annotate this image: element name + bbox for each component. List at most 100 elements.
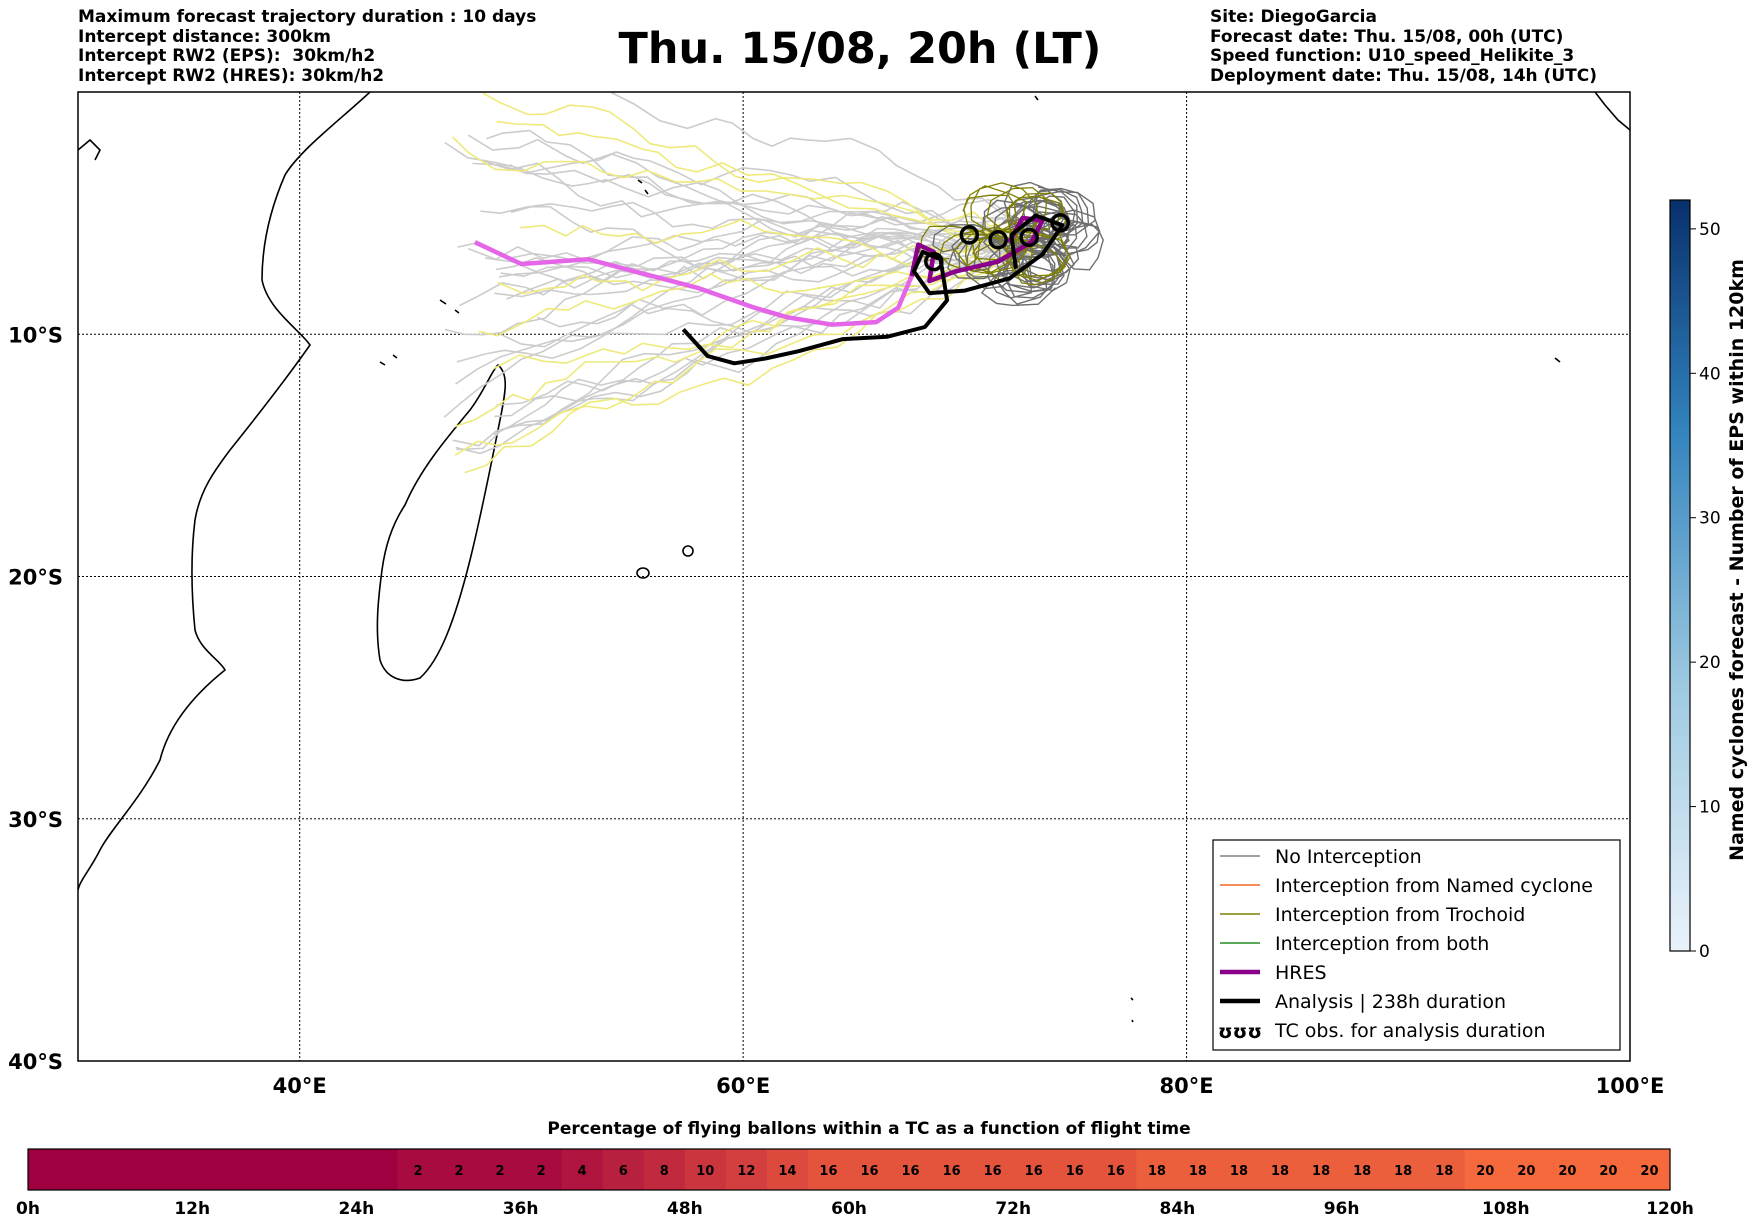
flight-time-label: 0h [16,1199,40,1219]
flight-time-cell-value: 16 [1025,1164,1043,1179]
ensemble-trajectory [482,92,1033,239]
header-right-info: Site: DiegoGarcia Forecast date: Thu. 15… [1210,7,1597,86]
ensemble-trajectory [464,253,1012,474]
ensemble-trajectory [454,257,1017,456]
map-gridlines [78,92,1630,1061]
legend-label: Interception from Named cyclone [1275,875,1593,897]
flight-time-colorbar: Percentage of flying ballons within a TC… [16,1119,1694,1219]
flight-time-cell [356,1149,399,1190]
flight-time-cell [972,1149,1014,1190]
legend-label: TC obs. for analysis duration [1274,1020,1546,1042]
cocos-islands [1554,357,1561,363]
flight-time-cell [397,1149,440,1190]
flight-time-cell [274,1149,316,1190]
flight-time-cell-value: 18 [1189,1164,1207,1179]
lat-tick-label: 30°S [8,808,63,832]
ensemble-trajectory [455,227,1032,385]
flight-time-cell-value: 18 [1353,1164,1371,1179]
ensemble-trajectories [443,92,1104,474]
flight-time-cell-value: 4 [578,1164,587,1179]
flight-time-cell [602,1149,645,1190]
flight-time-cell-value: 10 [696,1164,714,1179]
flight-time-cell-value: 18 [1435,1164,1453,1179]
flight-time-cell [1013,1149,1055,1190]
legend: No Interception Interception from Named c… [1212,839,1621,1051]
flight-time-cell [807,1149,850,1190]
ensemble-trajectory [467,134,1025,269]
flight-time-cell [561,1149,604,1190]
flight-time-cell [1628,1149,1671,1190]
flight-time-cell [725,1149,768,1190]
intercept-eps-text: Intercept RW2 (EPS): 30km/h2 [78,46,376,66]
flight-time-cell [1218,1149,1261,1190]
flight-time-label: 36h [503,1199,539,1219]
flight-time-cell-value: 18 [1271,1164,1289,1179]
map-frame [77,91,1631,1062]
flight-time-cell [520,1149,563,1190]
legend-label: No Interception [1275,846,1422,868]
flight-time-label: 24h [339,1199,375,1219]
ensemble-trajectory [457,229,1031,272]
tc-observations [924,213,1070,272]
flight-time-cell [1587,1149,1630,1190]
eps-colorbar-tick-label: 10 [1699,798,1721,818]
flight-time-cell-value: 2 [537,1164,546,1179]
flight-time-cell-value: 16 [819,1164,837,1179]
flight-time-cell [931,1149,973,1190]
flight-time-cell-value: 8 [660,1164,669,1179]
flight-time-cell-value: 18 [1148,1164,1166,1179]
flight-time-cell [151,1149,193,1190]
ensemble-trajectory [609,92,1048,231]
flight-time-cell-value: 14 [778,1164,796,1179]
ensemble-trajectory [444,141,1031,254]
flight-time-colorbar-title: Percentage of flying ballons within a TC… [547,1119,1190,1139]
flight-time-label: 120h [1646,1199,1694,1219]
eps-colorbar-tick-label: 0 [1699,942,1710,962]
deployment-date-text: Deployment date: Thu. 15/08, 14h (UTC) [1210,65,1597,86]
coastlines [78,92,1630,1023]
flight-time-colorbar-frame [27,1148,1671,1191]
flight-time-cell-value: 18 [1230,1164,1248,1179]
flight-time-label: 72h [995,1199,1031,1219]
ensemble-trajectory [496,120,1032,255]
flight-time-cell [1423,1149,1466,1190]
flight-time-cell-value: 2 [413,1164,422,1179]
flight-time-cell-value: 2 [454,1164,463,1179]
sumatra-coast [1594,92,1630,131]
ensemble-trajectory [1006,232,1071,286]
flight-time-cell-value: 18 [1312,1164,1330,1179]
ensemble-trajectory [1002,238,1075,293]
flight-time-cell [766,1149,809,1190]
eps-colorbar: 0 10 20 30 40 50 Named cyclones forecast - Nu… [1669,199,1748,962]
ensemble-trajectory [456,233,1016,363]
tc-obs-marker [1050,213,1070,233]
flight-time-cell [28,1149,70,1190]
legend-symbol: ʊʊʊ [1218,1021,1262,1043]
flight-time-cell [1054,1149,1096,1190]
ensemble-trajectory [452,136,1027,237]
flight-time-cell [438,1149,481,1190]
intercept-distance-text: Intercept distance: 300km [78,26,331,47]
legend-box [1212,839,1621,1051]
flight-time-cell-value: 20 [1640,1164,1658,1179]
flight-time-label: 96h [1324,1199,1360,1219]
site-text: Site: DiegoGarcia [1210,7,1377,27]
flight-time-cell [192,1149,234,1190]
seychelles-islands [637,179,649,195]
flight-time-cell [315,1149,357,1190]
lon-tick-label: 100°E [1596,1074,1665,1098]
hres-track-light [473,240,914,327]
tc-obs-marker [988,230,1008,250]
flight-time-cell [1259,1149,1302,1190]
ensemble-trajectory [980,256,1056,307]
eps-colorbar-tick-label: 50 [1699,220,1721,240]
flight-time-cell-value: 20 [1558,1164,1576,1179]
flight-time-label: 84h [1160,1199,1196,1219]
flight-time-cell-value: 12 [737,1164,755,1179]
flight-time-cell [643,1149,686,1190]
ensemble-trajectory [987,240,1056,299]
flight-time-label: 108h [1482,1199,1530,1219]
flight-time-cell [110,1149,152,1190]
lon-tick-label: 40°E [273,1074,327,1098]
flight-time-cell [233,1149,275,1190]
